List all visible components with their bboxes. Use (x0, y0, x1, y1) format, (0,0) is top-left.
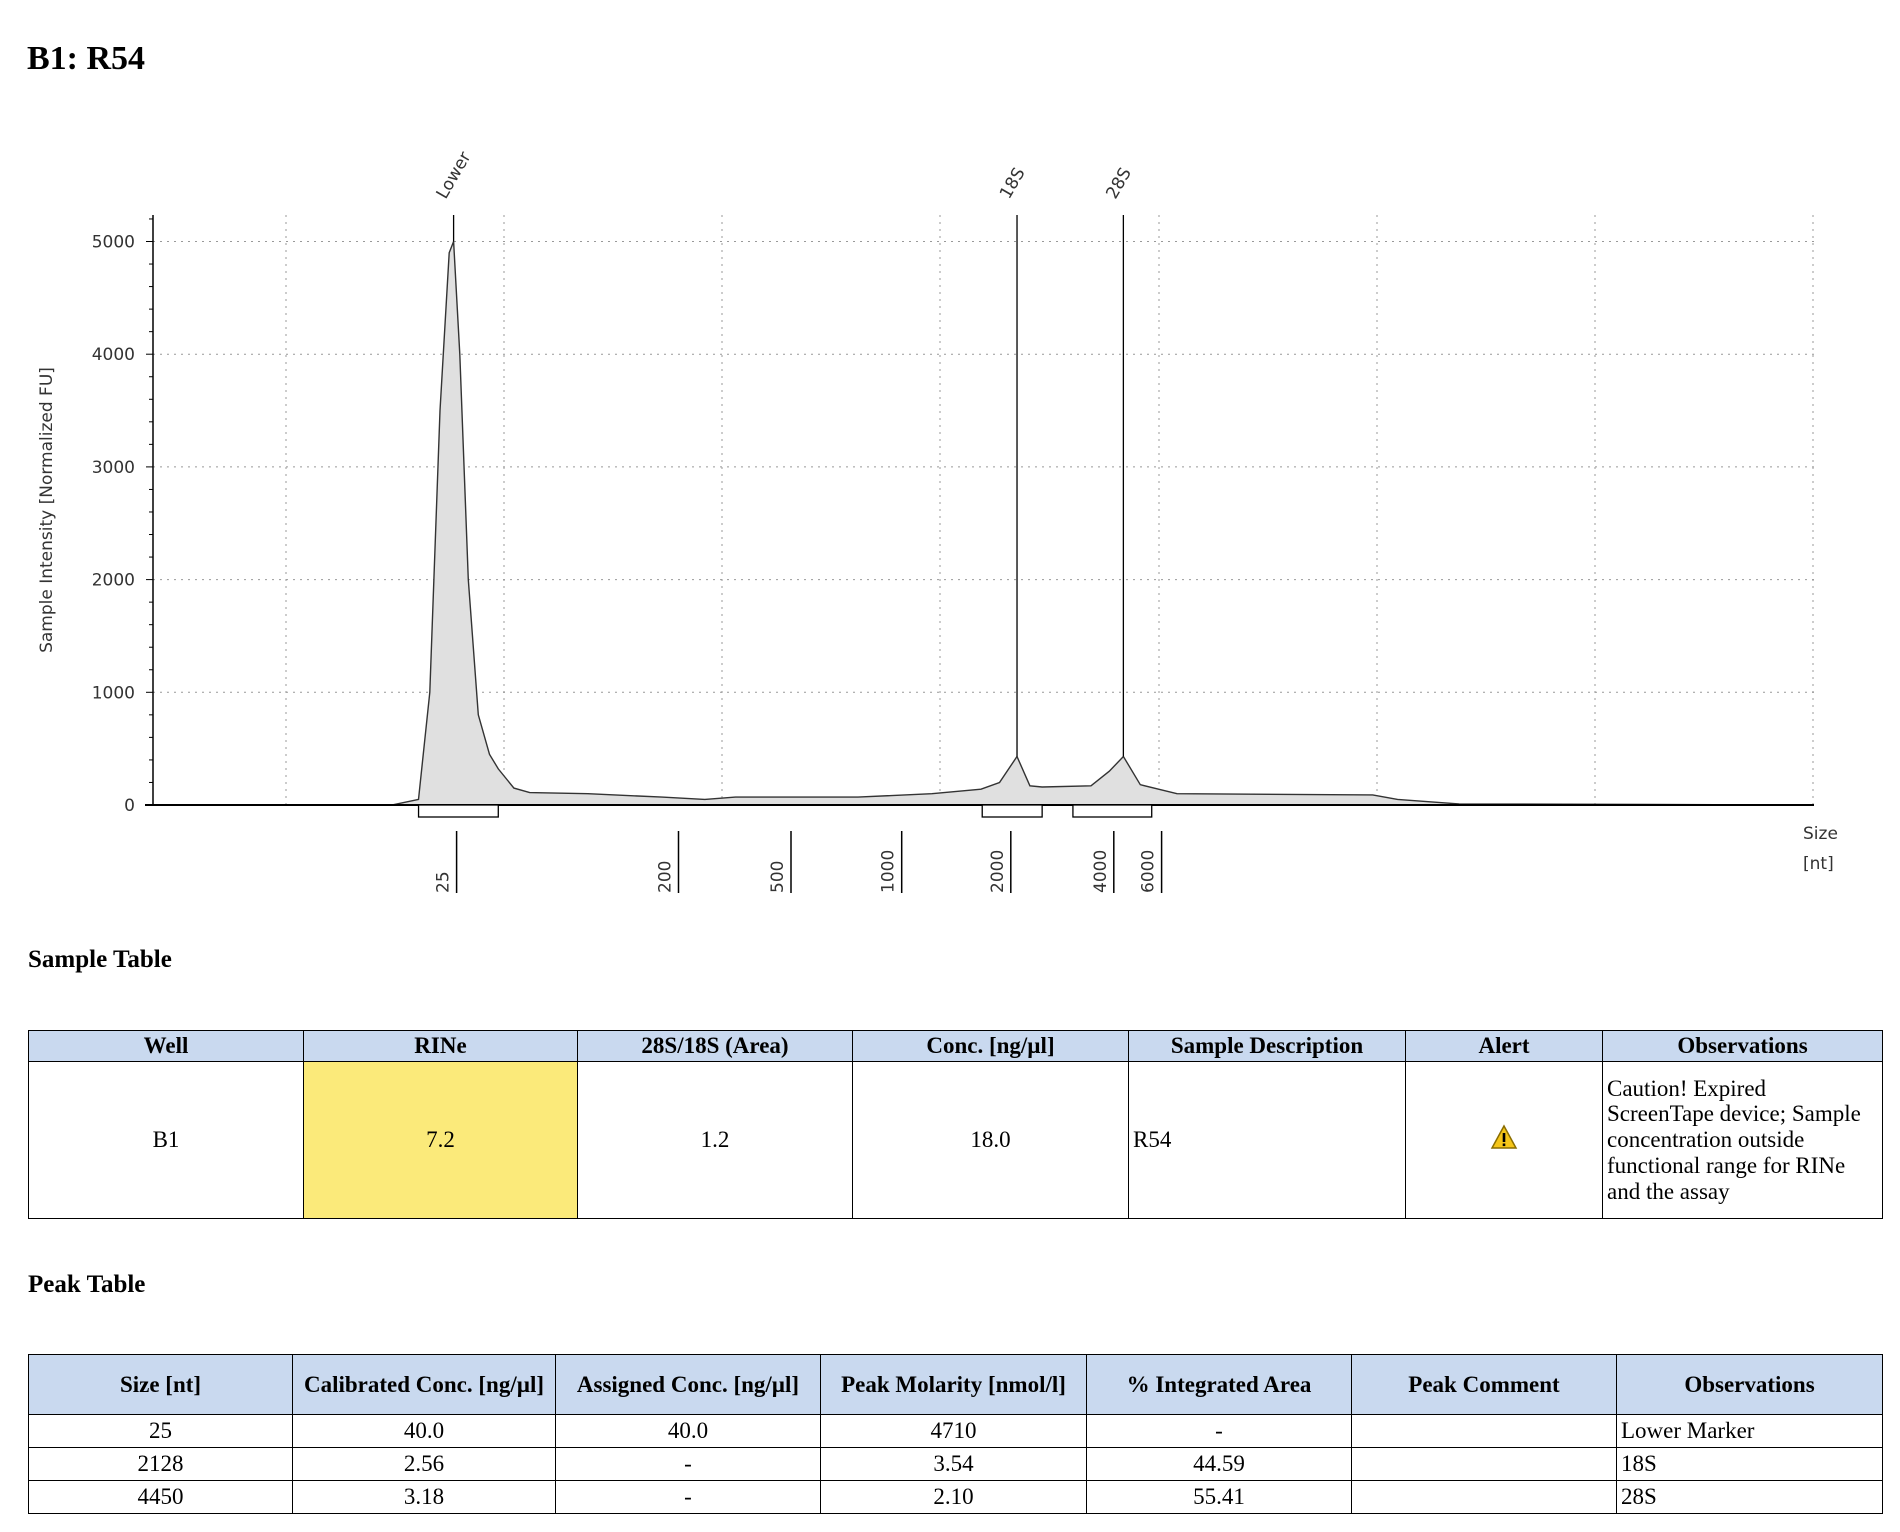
ladder-tick-label: 4000 (1091, 850, 1111, 893)
x-axis-label-unit: [nt] (1803, 854, 1834, 874)
ladder-tick-label: 2000 (988, 850, 1008, 893)
col-ratio: 28S/18S (Area) (577, 1030, 853, 1062)
y-tick-label: 1000 (92, 683, 135, 703)
peak-col-5: Peak Comment (1351, 1354, 1617, 1415)
table-row: 25 40.0 40.0 4710- Lower Marker (28, 1414, 1883, 1448)
peak-cell: 40.0 (292, 1414, 556, 1448)
peak-col-2: Assigned Conc. [ng/µl] (555, 1354, 821, 1415)
peak-label: 28S (1102, 164, 1136, 202)
ladder-tick-label: 25 (434, 871, 454, 893)
peak-cell (1351, 1480, 1617, 1514)
peak-cell: 3.18 (292, 1480, 556, 1514)
peak-col-0: Size [nt] (28, 1354, 293, 1415)
col-rine: RINe (303, 1030, 578, 1062)
peak-table-heading: Peak Table (28, 1271, 146, 1298)
peak-cell: 2.56 (292, 1447, 556, 1481)
peak-cell: Lower Marker (1616, 1414, 1883, 1448)
peak-cell (1351, 1447, 1617, 1481)
peak-cell: 28S (1616, 1480, 1883, 1514)
peak-cell: 2.10 (820, 1480, 1087, 1514)
col-alert: Alert (1405, 1030, 1603, 1062)
peak-cell: 2128 (28, 1447, 293, 1481)
peak-cell: 40.0 (555, 1414, 821, 1448)
ladder-tick-label: 500 (768, 861, 788, 893)
peak-cell: 4710 (820, 1414, 1087, 1448)
peak-cell: 4450 (28, 1480, 293, 1514)
peak-cell: - (555, 1480, 821, 1514)
ladder-tick-label: 6000 (1139, 850, 1159, 893)
warning-triangle-icon (1490, 1124, 1518, 1150)
peak-cell: 25 (28, 1414, 293, 1448)
y-tick-label: 2000 (92, 571, 135, 591)
integration-range-box (1072, 804, 1153, 818)
table-row: 4450 3.18-2.10 55.41 28S (28, 1480, 1883, 1514)
integration-range-box (417, 804, 499, 818)
integration-range-box (981, 804, 1043, 818)
peak-cell: 44.59 (1086, 1447, 1352, 1481)
x-axis-label-size: Size (1803, 824, 1838, 844)
peak-col-1: Calibrated Conc. [ng/µl] (292, 1354, 556, 1415)
alert-cell (1405, 1061, 1603, 1219)
peak-table: Size [nt] Calibrated Conc. [ng/µl] Assigne… (28, 1354, 1883, 1514)
peak-col-6: Observations (1616, 1354, 1883, 1415)
peak-cell (1351, 1414, 1617, 1448)
y-tick-label: 3000 (92, 458, 135, 478)
page-title: B1: R54 (27, 40, 146, 77)
peak-col-4: % Integrated Area (1086, 1354, 1352, 1415)
peak-cell: - (555, 1447, 821, 1481)
trace-fill (184, 241, 1815, 805)
description-cell: R54 (1128, 1061, 1406, 1219)
y-tick-label: 4000 (92, 345, 135, 365)
y-axis-label: Sample Intensity [Normalized FU] (37, 367, 57, 653)
ratio-cell: 1.2 (577, 1061, 853, 1219)
peak-label: Lower (433, 148, 476, 202)
peak-cell: - (1086, 1414, 1352, 1448)
y-tick-label: 0 (124, 796, 135, 816)
col-description: Sample Description (1128, 1030, 1406, 1062)
sample-table-heading: Sample Table (28, 946, 172, 973)
table-row: B1 7.2 1.2 18.0 R54 Caution! Expired Scr… (28, 1061, 1883, 1219)
col-well: Well (28, 1030, 304, 1062)
rine-cell: 7.2 (303, 1061, 578, 1219)
peak-cell: 18S (1616, 1447, 1883, 1481)
y-tick-label: 5000 (92, 233, 135, 253)
trace-line (184, 241, 1815, 806)
peak-cell: 3.54 (820, 1447, 1087, 1481)
peak-label: 18S (996, 164, 1030, 202)
col-observations: Observations (1602, 1030, 1883, 1062)
table-row: 2128 2.56-3.54 44.59 18S (28, 1447, 1883, 1481)
well-cell: B1 (28, 1061, 304, 1219)
ladder-tick-label: 200 (656, 861, 676, 893)
conc-cell: 18.0 (852, 1061, 1129, 1219)
sample-table: Well RINe 28S/18S (Area) Conc. [ng/µl] S… (28, 1030, 1883, 1219)
peak-col-3: Peak Molarity [nmol/l] (820, 1354, 1087, 1415)
observations-cell: Caution! Expired ScreenTape device; Samp… (1602, 1061, 1883, 1219)
electropherogram-chart: 0 1000 2000 3000 4000 5000 25 200 500 1000 2000 40… (37, 148, 1838, 893)
col-conc: Conc. [ng/µl] (852, 1030, 1129, 1062)
ladder-tick-label: 1000 (879, 850, 899, 893)
peak-cell: 55.41 (1086, 1480, 1352, 1514)
